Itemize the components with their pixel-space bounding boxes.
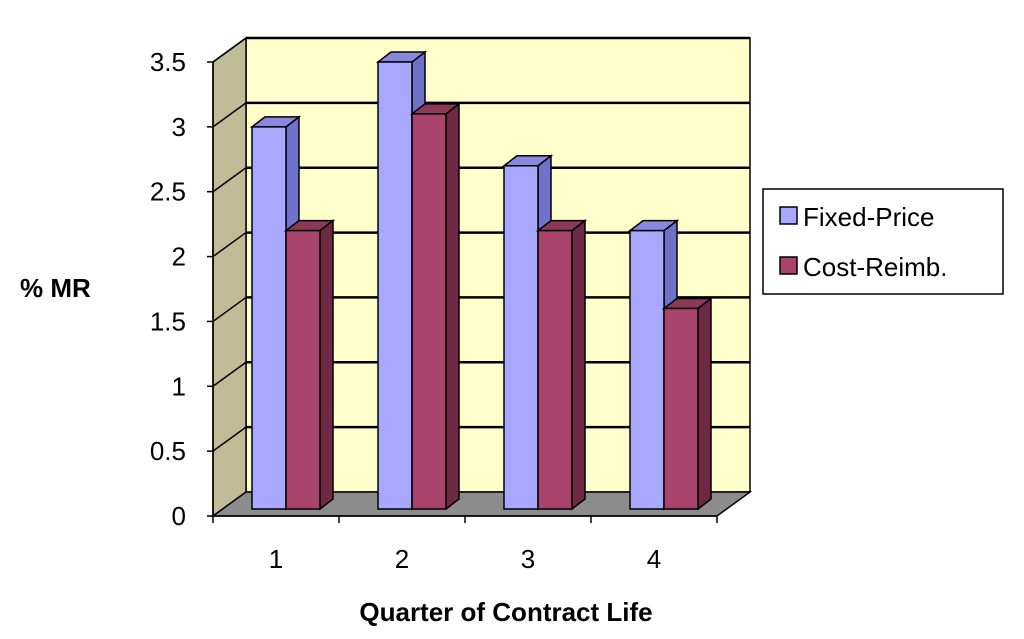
x-tick-label: 1 (269, 544, 283, 574)
side-wall (212, 36, 247, 518)
gridline-side (212, 361, 247, 387)
legend: Fixed-Price Cost-Reimb. (762, 188, 1004, 295)
x-tick-label: 4 (647, 544, 661, 574)
x-tick-label: 3 (521, 544, 535, 574)
y-tick-label: 3 (172, 112, 186, 142)
bar-cost-reimb-q1 (283, 219, 336, 511)
x-axis-title: Quarter of Contract Life (359, 597, 652, 627)
bar-cost-reimb-q2 (409, 102, 462, 511)
legend-swatch-cost-reimb (779, 256, 798, 275)
y-tick-label: 1.5 (150, 306, 186, 336)
axes (207, 61, 718, 523)
legend-label-fixed-price: Fixed-Price (803, 202, 934, 232)
gridline-side (212, 167, 247, 193)
gridline-side (212, 231, 247, 258)
legend-box (762, 188, 1004, 295)
y-axis-title: % MR (20, 273, 91, 303)
gridline-side (212, 37, 247, 63)
y-tick-label: 0 (172, 501, 186, 531)
gridline-side (212, 102, 247, 128)
bars-layer (249, 50, 714, 511)
y-tick-labels: 0 0.5 1 1.5 2 2.5 3 3.5 (150, 47, 186, 531)
legend-label-cost-reimb: Cost-Reimb. (803, 252, 947, 282)
legend-swatch-fixed-price (779, 206, 798, 225)
y-tick-label: 2 (172, 242, 186, 272)
x-tick-labels: 1 2 3 4 (269, 544, 661, 574)
x-tick-label: 2 (395, 544, 409, 574)
gridline-side (212, 426, 247, 452)
bar-cost-reimb-q3 (535, 219, 588, 511)
bar-cost-reimb-q4 (661, 296, 714, 511)
gridline-side (212, 296, 247, 323)
y-tick-label: 0.5 (150, 436, 186, 466)
y-tick-label: 3.5 (150, 47, 186, 77)
y-tick-label: 2.5 (150, 177, 186, 207)
y-tick-label: 1 (172, 371, 186, 401)
